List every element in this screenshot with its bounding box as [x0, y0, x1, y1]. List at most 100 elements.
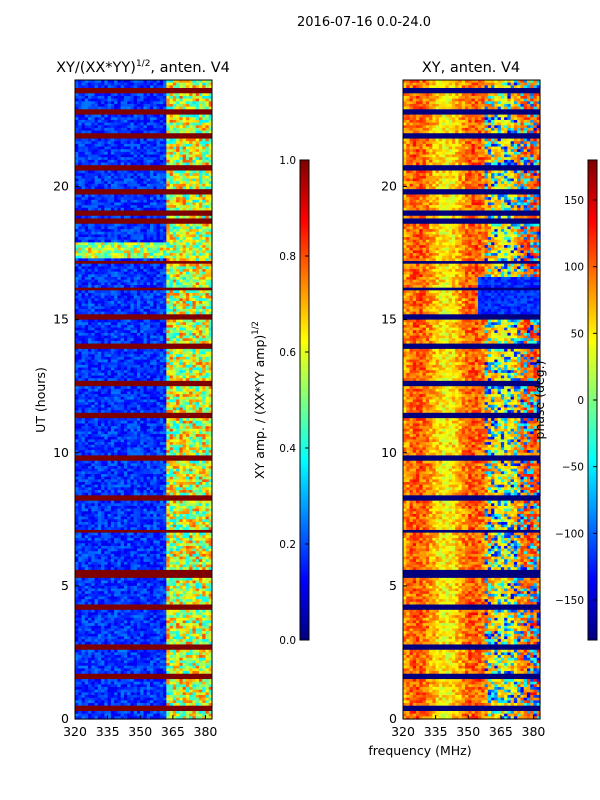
heatmap-cell: [130, 258, 135, 262]
heatmap-cell: [133, 282, 138, 286]
heatmap-cell: [97, 199, 102, 204]
heatmap-cell: [205, 103, 210, 108]
heatmap-cell: [185, 290, 190, 294]
heatmap-cell: [189, 157, 194, 161]
heatmap-cell: [120, 122, 125, 126]
heatmap-cell: [169, 173, 174, 177]
heatmap-cell: [81, 199, 86, 204]
heatmap-cell: [189, 231, 194, 236]
heatmap-cell: [143, 106, 148, 110]
heatmap-cell: [130, 106, 135, 110]
heatmap-cell: [182, 263, 187, 267]
heatmap-cell: [185, 207, 190, 212]
heatmap-cell: [101, 293, 105, 297]
heatmap-cell: [150, 205, 154, 209]
heatmap-cell: [110, 82, 115, 86]
heatmap-cell: [84, 175, 89, 180]
heatmap-cell: [172, 279, 177, 283]
heatmap-cell: [146, 205, 151, 209]
heatmap-cell: [146, 274, 151, 278]
heatmap-cell: [140, 130, 145, 134]
heatmap-cell: [130, 175, 135, 180]
heatmap-cell: [120, 231, 125, 236]
heatmap-cell: [140, 119, 145, 124]
heatmap-cell: [198, 157, 203, 161]
heatmap-cell: [110, 103, 115, 108]
heatmap-cell: [117, 85, 122, 89]
heatmap-cell: [136, 127, 141, 132]
heatmap-cell: [208, 162, 213, 166]
heatmap-cell: [208, 114, 213, 118]
heatmap-cell: [153, 194, 158, 198]
heatmap-cell: [127, 237, 132, 241]
heatmap-cell: [166, 119, 171, 124]
heatmap-cell: [123, 125, 128, 129]
heatmap-cell: [185, 279, 190, 283]
heatmap-cell: [179, 151, 184, 156]
heatmap-cell: [169, 247, 174, 251]
heatmap-cell: [205, 277, 210, 281]
heatmap-cell: [101, 93, 105, 97]
heatmap-cell: [84, 95, 89, 100]
heatmap-cell: [166, 271, 171, 275]
heatmap-cell: [156, 159, 161, 164]
heatmap-cell: [159, 162, 164, 166]
heatmap-cell: [163, 141, 167, 145]
heatmap-cell: [75, 106, 79, 110]
heatmap-cell: [153, 178, 158, 182]
heatmap-cell: [120, 103, 125, 108]
heatmap-cell: [159, 95, 164, 100]
heatmap-cell: [140, 285, 145, 289]
heatmap-cell: [179, 234, 184, 238]
heatmap-cell: [166, 250, 171, 254]
heatmap-cell: [120, 290, 125, 294]
heatmap-cell: [179, 215, 184, 220]
heatmap-cell: [88, 149, 92, 153]
heatmap-cell: [172, 215, 177, 220]
heatmap-cell: [202, 226, 207, 230]
heatmap-cell: [172, 269, 177, 273]
heatmap-cell: [159, 146, 164, 150]
heatmap-cell: [166, 290, 171, 294]
heatmap-cell: [198, 202, 203, 206]
heatmap-cell: [182, 122, 187, 126]
heatmap-cell: [127, 106, 132, 110]
heatmap-cell: [185, 285, 190, 289]
heatmap-cell: [114, 146, 118, 150]
heatmap-cell: [75, 186, 79, 190]
heatmap-cell: [84, 82, 89, 86]
heatmap-cell: [91, 263, 96, 267]
heatmap-cell: [117, 250, 122, 254]
heatmap-cell: [78, 103, 83, 108]
heatmap-cell: [195, 242, 200, 246]
heatmap-cell: [78, 247, 83, 251]
heatmap-cell: [81, 263, 86, 267]
heatmap-cell: [150, 159, 154, 164]
heatmap-cell: [176, 271, 180, 275]
heatmap-cell: [150, 98, 154, 102]
heatmap-cell: [150, 266, 154, 270]
heatmap-cell: [205, 80, 210, 84]
heatmap-cell: [189, 149, 194, 153]
heatmap-cell: [114, 186, 118, 190]
heatmap-cell: [156, 80, 161, 84]
heatmap-cell: [120, 242, 125, 246]
heatmap-cell: [208, 237, 213, 241]
heatmap-cell: [81, 245, 86, 249]
heatmap-cell: [123, 82, 128, 86]
heatmap-cell: [94, 93, 99, 97]
heatmap-cell: [150, 199, 154, 204]
heatmap-cell: [150, 269, 154, 273]
heatmap-cell: [104, 247, 109, 251]
heatmap-cell: [127, 234, 132, 238]
heatmap-cell: [169, 151, 174, 156]
heatmap-cell: [127, 258, 132, 262]
heatmap-cell: [153, 82, 158, 86]
heatmap-cell: [104, 80, 109, 84]
heatmap-cell: [110, 149, 115, 153]
heatmap-cell: [114, 202, 118, 206]
heatmap-cell: [163, 85, 167, 89]
heatmap-cell: [117, 207, 122, 212]
heatmap-cell: [110, 250, 115, 254]
